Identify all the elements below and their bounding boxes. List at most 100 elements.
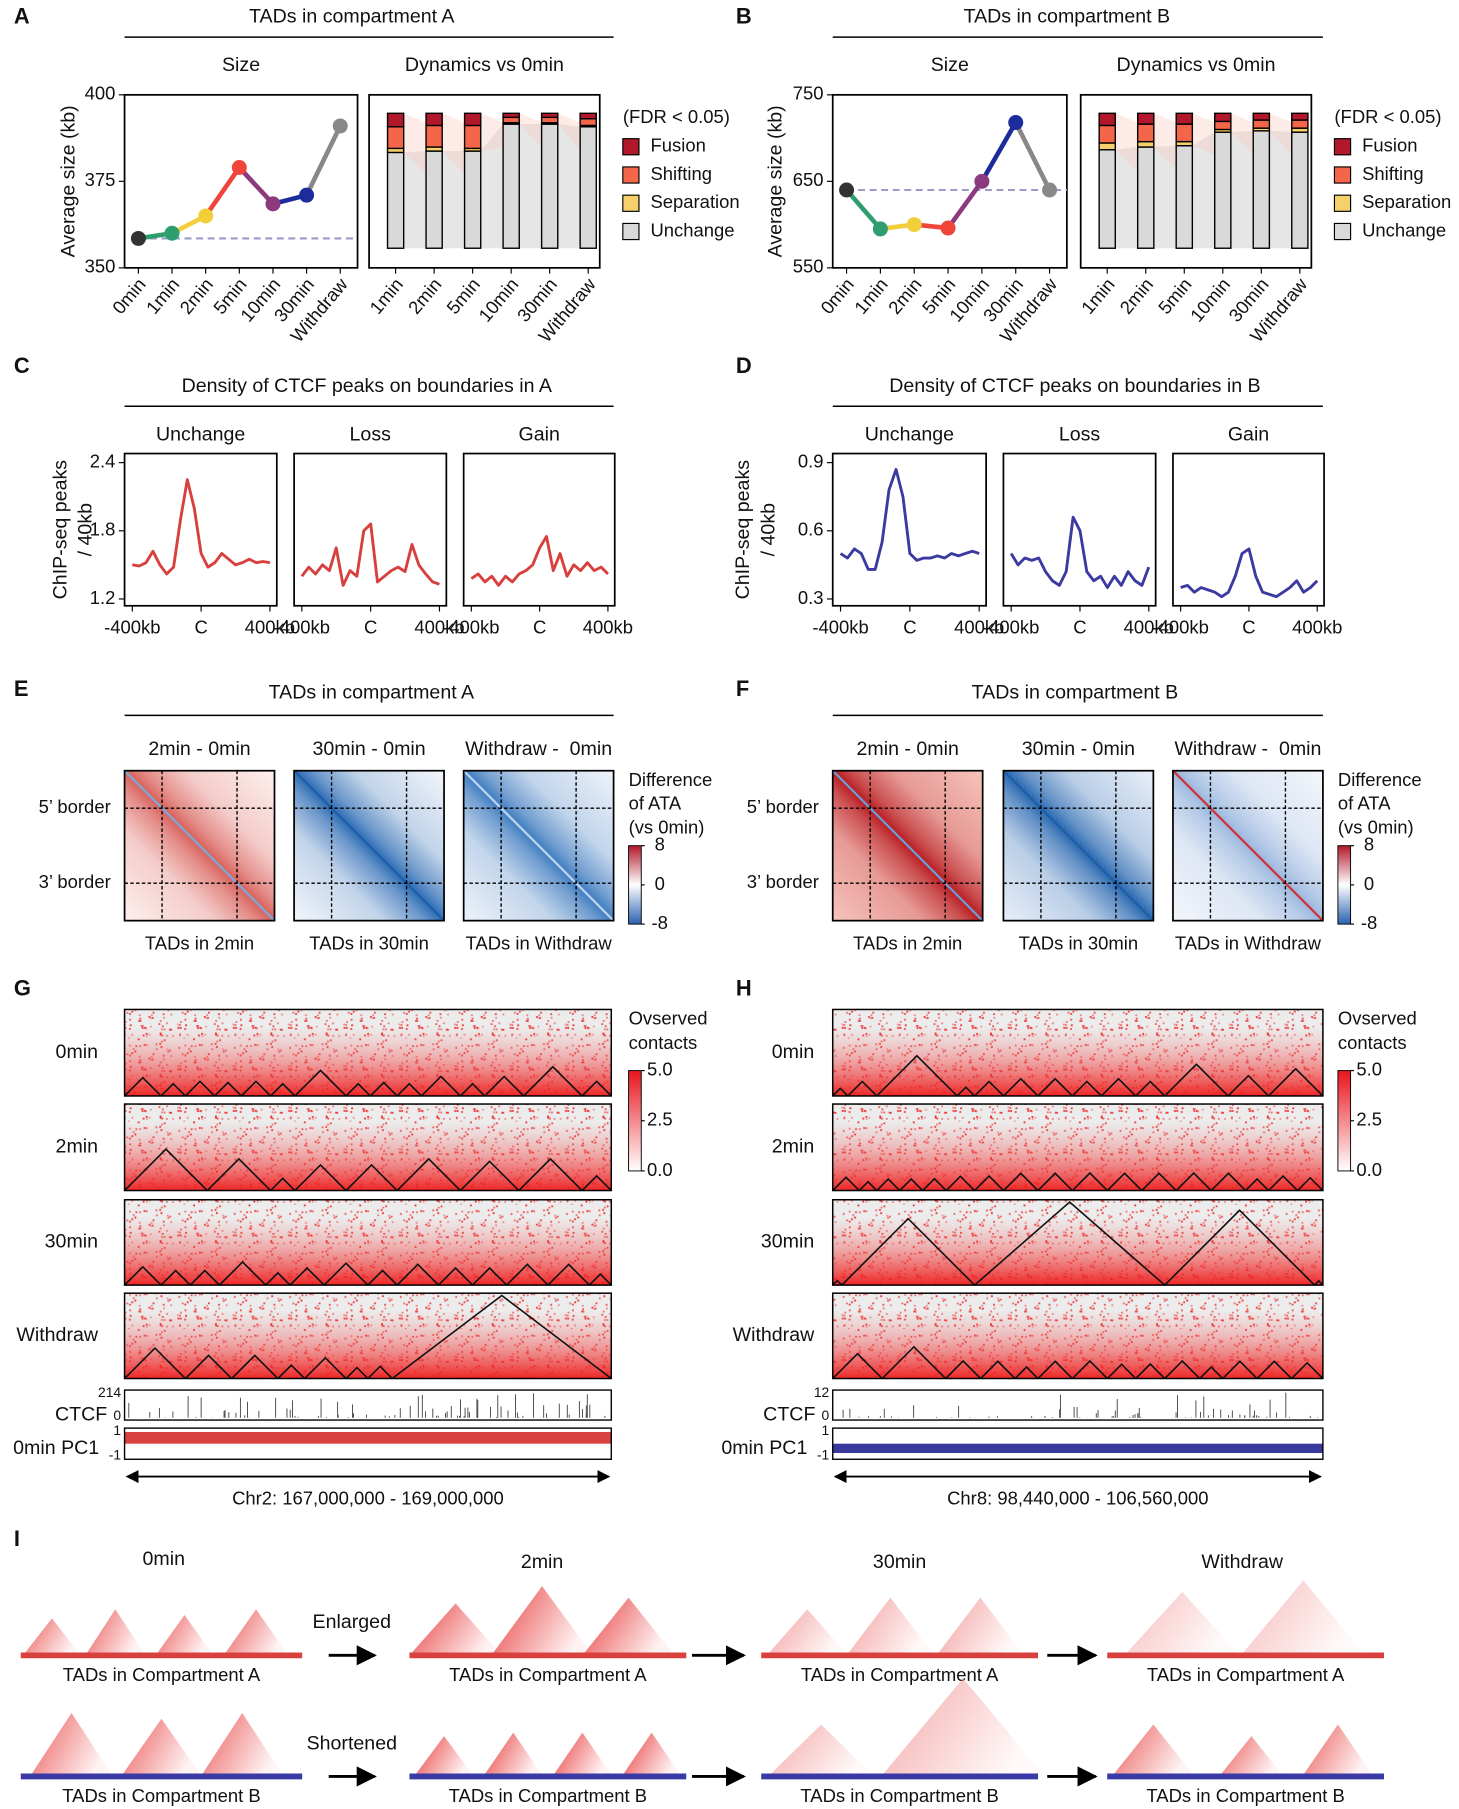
data-point (198, 208, 214, 224)
track-tick-label: 12 (814, 1384, 829, 1400)
x-tick-label: C (364, 617, 377, 638)
compartment-label: TADs in Compartment B (1146, 1785, 1344, 1806)
y-tick-label: 650 (793, 169, 824, 190)
y-tick-label: 0.9 (798, 451, 824, 472)
tad-shape (155, 1614, 214, 1656)
border-label: 5’ border (39, 796, 111, 817)
section-title: TADs in compartment B (972, 682, 1179, 704)
row-label: 2min (772, 1135, 814, 1157)
tad-shape (768, 1724, 875, 1777)
subtitle: Gain (519, 423, 560, 445)
x-tick-label: 400kb (245, 617, 295, 638)
map-xlabel: TADs in 30min (1019, 933, 1139, 954)
bar-segment (1175, 112, 1194, 125)
tad-shape (483, 1732, 544, 1777)
colorbar-tick-label: 0 (1364, 873, 1374, 894)
x-tick-label: C (1073, 617, 1086, 638)
data-point (974, 173, 990, 189)
bar-segment (1214, 120, 1232, 131)
tad-triangle (367, 1269, 398, 1286)
tad-triangle (876, 1054, 958, 1097)
map-contacts-dense (124, 1104, 612, 1191)
tad-triangle (1071, 1171, 1108, 1192)
track-tick-label: 214 (98, 1384, 121, 1400)
profile-line (1009, 515, 1151, 589)
colorbar-tick-label: -8 (1361, 912, 1377, 933)
flow-changed (1153, 113, 1177, 169)
bar-segment (540, 123, 559, 249)
row-label: Withdraw (16, 1324, 99, 1346)
data-point (130, 230, 146, 246)
x-tick-label: 400kb (583, 617, 633, 638)
pc1-band (832, 1443, 1323, 1454)
data-point (299, 187, 315, 203)
tad-shape (491, 1586, 593, 1656)
colorbar-title: Difference (1338, 769, 1422, 790)
map-frame (123, 1292, 613, 1380)
tad-triangle (1071, 1359, 1108, 1380)
map-frame (831, 1008, 1324, 1097)
time-label: 30min (873, 1551, 926, 1573)
tad-triangle (345, 1163, 398, 1192)
compartment-label: TADs in Compartment B (449, 1785, 647, 1806)
tad-triangle (160, 1269, 191, 1286)
map-diagonal (1002, 769, 1155, 922)
map-diagonal (1172, 769, 1324, 922)
bar-segment (1175, 144, 1194, 249)
tad-triangle (189, 1269, 221, 1286)
tad-triangle (899, 1177, 924, 1192)
map-contacts-dense (124, 1199, 612, 1286)
tad-triangle (184, 1080, 216, 1097)
flow-changed (1230, 113, 1254, 154)
flow (1115, 147, 1138, 249)
bar-segment (1175, 123, 1194, 143)
compartment-label: TADs in Compartment A (1147, 1664, 1345, 1685)
x-tick-label: -400kb (104, 617, 160, 638)
map-frame (293, 769, 445, 922)
tad-triangle (437, 1266, 474, 1286)
x-tick-label: -400kb (443, 617, 499, 638)
tad-triangle (123, 1346, 186, 1380)
tad-triangle (922, 1177, 947, 1192)
tad-triangle (277, 1364, 306, 1380)
flow (519, 124, 542, 249)
bar-segment (1291, 131, 1309, 249)
bar-segment (1214, 131, 1232, 249)
track-tick-label: -1 (109, 1446, 122, 1462)
map-diagonal (462, 769, 615, 922)
y-axis-label: Average size (kb) (57, 105, 79, 257)
tad-shape (582, 1597, 675, 1656)
track-tick-label: -1 (817, 1446, 830, 1462)
legend-label: Unchange (1362, 219, 1446, 240)
tad-shape (936, 1597, 1025, 1656)
tad-triangle (345, 1366, 369, 1380)
data-point (872, 221, 888, 237)
map-frame (1172, 769, 1324, 922)
tad-triangle (484, 1075, 525, 1097)
compartment-label: TADs in Compartment A (63, 1664, 261, 1685)
subtitle: Loss (1059, 423, 1101, 445)
tad-triangle (523, 1065, 583, 1097)
tad-triangle (945, 1175, 976, 1192)
tad-shape (414, 1736, 475, 1777)
legend-swatch (1333, 138, 1352, 156)
map-contacts-dense (832, 1293, 1323, 1379)
track-frame (123, 1427, 612, 1460)
colorbar-tick-label: 2.5 (647, 1109, 673, 1130)
tad-triangle (123, 1148, 208, 1192)
tad-triangle (1100, 1077, 1137, 1097)
tad-triangle (123, 1076, 162, 1097)
track-label: 0min PC1 (13, 1437, 99, 1459)
map-subtitle: 30min - 0min (312, 738, 425, 760)
tad-triangle (858, 1180, 878, 1192)
compartment-label: TADs in Compartment A (449, 1664, 647, 1685)
tad-triangle (1141, 1172, 1177, 1192)
map-contacts-dense (124, 1293, 612, 1379)
track-tick-label: 0 (113, 1407, 121, 1423)
colorbar (1337, 845, 1352, 925)
map-contacts-dense (832, 1199, 1323, 1286)
tad-triangle (506, 1263, 549, 1286)
time-label: Withdraw (1201, 1551, 1284, 1573)
bar-segment (1252, 112, 1271, 121)
track-tick-label: 0 (822, 1407, 830, 1423)
